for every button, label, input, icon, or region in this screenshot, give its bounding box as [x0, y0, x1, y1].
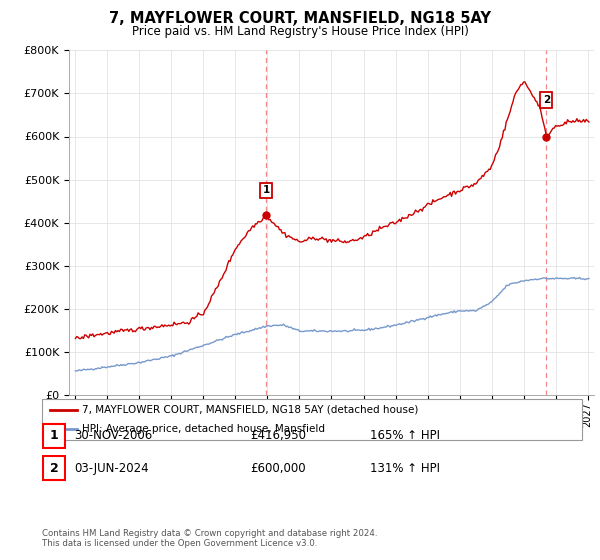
- Text: 131% ↑ HPI: 131% ↑ HPI: [370, 461, 440, 475]
- Text: 03-JUN-2024: 03-JUN-2024: [74, 461, 149, 475]
- FancyBboxPatch shape: [43, 456, 65, 480]
- Text: 2: 2: [542, 95, 550, 105]
- Text: HPI: Average price, detached house, Mansfield: HPI: Average price, detached house, Mans…: [83, 424, 325, 434]
- Text: 30-NOV-2006: 30-NOV-2006: [74, 429, 152, 442]
- Text: £416,950: £416,950: [251, 429, 307, 442]
- Text: 1: 1: [263, 185, 270, 195]
- FancyBboxPatch shape: [43, 423, 65, 448]
- Text: Price paid vs. HM Land Registry's House Price Index (HPI): Price paid vs. HM Land Registry's House …: [131, 25, 469, 38]
- Text: Contains HM Land Registry data © Crown copyright and database right 2024.
This d: Contains HM Land Registry data © Crown c…: [42, 529, 377, 548]
- FancyBboxPatch shape: [42, 399, 582, 440]
- Text: 7, MAYFLOWER COURT, MANSFIELD, NG18 5AY: 7, MAYFLOWER COURT, MANSFIELD, NG18 5AY: [109, 11, 491, 26]
- Text: £600,000: £600,000: [251, 461, 306, 475]
- Text: 1: 1: [50, 429, 58, 442]
- Text: 2: 2: [50, 461, 58, 475]
- Text: 7, MAYFLOWER COURT, MANSFIELD, NG18 5AY (detached house): 7, MAYFLOWER COURT, MANSFIELD, NG18 5AY …: [83, 405, 419, 415]
- Text: 165% ↑ HPI: 165% ↑ HPI: [370, 429, 440, 442]
